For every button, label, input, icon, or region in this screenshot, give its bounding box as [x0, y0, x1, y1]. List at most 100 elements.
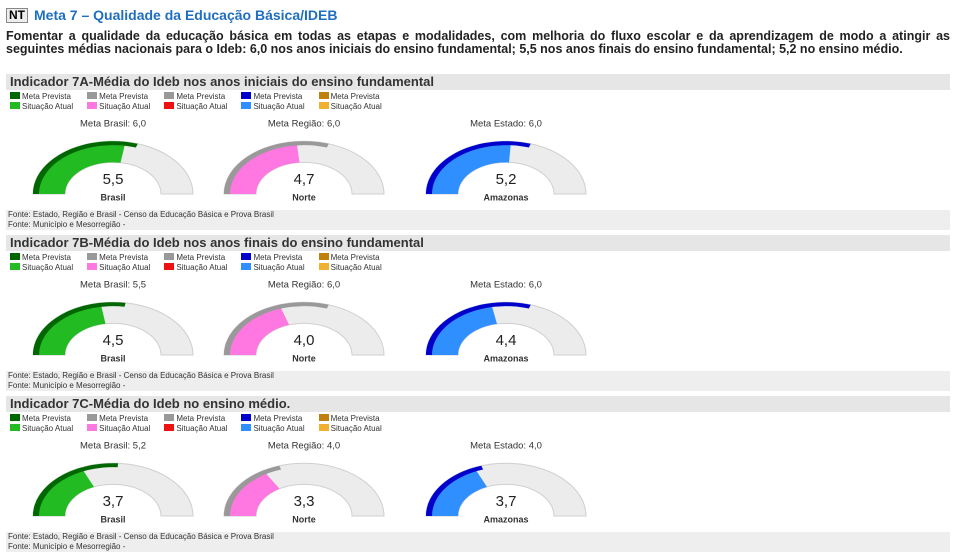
- legend-swatch: [318, 424, 329, 431]
- value-arc: [426, 141, 512, 194]
- sources: Fonte: Estado, Região e Brasil - Censo d…: [6, 532, 950, 552]
- legend-label: Meta Prevista: [99, 253, 149, 262]
- legend-row: Situação Atual: [10, 263, 73, 273]
- legend-row: Meta Prevista: [10, 414, 73, 424]
- gauge-name: Amazonas: [483, 353, 528, 363]
- indicator: Indicador 7C-Média do Ideb no ensino méd…: [6, 396, 950, 553]
- gauge-name: Norte: [292, 353, 316, 363]
- legend-swatch: [164, 263, 175, 270]
- legend-row: Situação Atual: [10, 102, 73, 112]
- legend-swatch: [87, 424, 98, 431]
- meta-label: Meta Estado: 6,0: [470, 119, 542, 130]
- legend-row: Meta Prevista: [164, 92, 227, 102]
- value-label: 4,4: [496, 332, 517, 349]
- legend-item: Meta Prevista Situação Atual: [164, 92, 227, 114]
- value-arc: [33, 467, 94, 516]
- gauge-name: Norte: [292, 192, 316, 202]
- intro: Fomentar a qualidade da educação básica …: [6, 29, 950, 56]
- source-line: Fonte: Município e Mesorregião -: [8, 542, 126, 551]
- value-arc: [224, 141, 300, 194]
- legend-item: Meta Prevista Situação Atual: [87, 253, 150, 275]
- legend-swatch: [241, 102, 252, 109]
- legend-item: Meta Prevista Situação Atual: [241, 414, 305, 436]
- value-label: 4,5: [103, 332, 124, 349]
- source-line: Fonte: Município e Mesorregião -: [8, 381, 126, 390]
- legend-swatch: [10, 424, 20, 431]
- legend-label: Meta Prevista: [176, 92, 226, 101]
- legend-swatch: [318, 253, 329, 260]
- value-arc: [224, 304, 290, 355]
- indicator: Indicador 7B-Média do Ideb nos anos fina…: [6, 235, 950, 396]
- indicator-title: Indicador 7B-Média do Ideb nos anos fina…: [6, 235, 950, 251]
- value-label: 3,7: [496, 493, 517, 510]
- legend-item: Meta Prevista Situação Atual: [10, 92, 73, 114]
- legend-swatch: [10, 102, 20, 109]
- legend-label: Meta Prevista: [22, 253, 71, 262]
- legend-label: Situação Atual: [253, 424, 305, 433]
- legend-swatch: [164, 414, 175, 421]
- gauges: Meta Brasil: 5,2 3,7 Brasil Meta Região: 4,…: [32, 441, 587, 524]
- legend-item: Meta Prevista Situação Atual: [241, 92, 305, 114]
- legend-label: Meta Prevista: [22, 92, 71, 101]
- meta-label: Meta Brasil: 5,2: [80, 441, 146, 452]
- value-arc: [33, 302, 106, 355]
- meta-arc: [33, 463, 119, 516]
- legend-swatch: [10, 263, 20, 270]
- legend-swatch: [87, 92, 98, 99]
- legend-row: Situação Atual: [241, 424, 305, 434]
- legend-swatch: [10, 92, 20, 99]
- legend-row: Meta Prevista: [318, 414, 382, 424]
- legend-label: Meta Prevista: [99, 414, 149, 423]
- legend-item: Meta Prevista Situação Atual: [87, 92, 150, 114]
- legend-row: Meta Prevista: [241, 253, 304, 263]
- gauge-name: Brasil: [100, 514, 125, 524]
- legend-label: Situação Atual: [330, 424, 382, 433]
- value-label: 4,7: [294, 171, 315, 188]
- legend-item: Meta Prevista Situação Atual: [164, 414, 227, 436]
- legend-label: Meta Prevista: [253, 253, 303, 262]
- legend-row: Meta Prevista: [241, 92, 304, 102]
- meta-label: Meta Região: 6,0: [268, 119, 340, 130]
- badge: NT: [6, 7, 28, 23]
- legend-row: Situação Atual: [164, 263, 227, 273]
- source-line: Fonte: Estado, Região e Brasil - Censo d…: [8, 371, 274, 380]
- legend-row: Meta Prevista: [87, 92, 150, 102]
- header: NT Meta 7 – Qualidade da Educação Básica…: [6, 0, 950, 26]
- legend-swatch: [10, 414, 20, 421]
- meta-label: Meta Estado: 6,0: [470, 280, 542, 291]
- legend-item: Meta Prevista Situação Atual: [318, 253, 382, 275]
- legend-swatch: [241, 253, 252, 260]
- gauge-name: Norte: [292, 514, 316, 524]
- legend-label: Meta Prevista: [99, 92, 149, 101]
- legend-label: Situação Atual: [253, 263, 305, 272]
- indicator-title: Indicador 7C-Média do Ideb no ensino méd…: [6, 396, 950, 412]
- source-line: Fonte: Município e Mesorregião -: [8, 220, 126, 229]
- legend-row: Meta Prevista: [318, 92, 382, 102]
- legend-swatch: [318, 102, 329, 109]
- legend-label: Situação Atual: [176, 263, 228, 272]
- legend-label: Situação Atual: [99, 102, 151, 111]
- meta-label: Meta Estado: 4,0: [470, 441, 542, 452]
- legend: Meta Prevista Situação Atual Meta Prevista…: [6, 251, 950, 275]
- legend-label: Meta Prevista: [176, 414, 226, 423]
- gauges: Meta Brasil: 6,0 5,5 Brasil Meta Região: 6,…: [32, 119, 587, 202]
- meta-label: Meta Região: 6,0: [268, 280, 340, 291]
- value-label: 5,2: [496, 171, 517, 188]
- legend-label: Situação Atual: [330, 263, 382, 272]
- indicator-title: Indicador 7A-Média do Ideb nos anos inic…: [6, 74, 950, 90]
- legend-label: Situação Atual: [22, 263, 74, 272]
- meta-arc: [426, 465, 484, 516]
- sources: Fonte: Estado, Região e Brasil - Censo d…: [6, 210, 950, 230]
- legend-swatch: [318, 92, 329, 99]
- legend-swatch: [87, 253, 98, 260]
- value-label: 3,7: [103, 493, 124, 510]
- indicators: Indicador 7A-Média do Ideb nos anos inic…: [6, 74, 950, 553]
- legend-label: Situação Atual: [22, 424, 74, 433]
- legend-row: Situação Atual: [87, 102, 150, 112]
- gauge-name: Brasil: [100, 192, 125, 202]
- legend-swatch: [164, 92, 175, 99]
- legend-swatch: [164, 102, 175, 109]
- legend-label: Situação Atual: [330, 102, 382, 111]
- gauge-name: Brasil: [100, 353, 125, 363]
